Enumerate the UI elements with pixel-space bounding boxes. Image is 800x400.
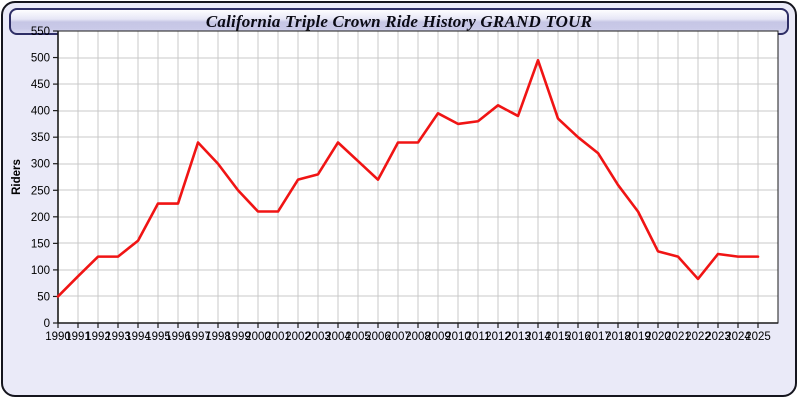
svg-text:2001: 2001: [265, 331, 291, 343]
gridlines: [58, 30, 779, 323]
riders-series-line: [56, 58, 760, 298]
svg-text:1995: 1995: [145, 331, 171, 343]
svg-text:2004: 2004: [325, 331, 351, 343]
svg-text:1992: 1992: [85, 331, 111, 343]
svg-text:2016: 2016: [565, 331, 591, 343]
svg-text:2023: 2023: [705, 331, 731, 343]
y-axis-title: Riders: [11, 159, 23, 195]
svg-text:2009: 2009: [425, 331, 451, 343]
svg-text:250: 250: [31, 185, 50, 197]
svg-text:0: 0: [44, 318, 50, 330]
svg-text:2013: 2013: [505, 331, 531, 343]
svg-text:2024: 2024: [725, 331, 751, 343]
svg-text:500: 500: [31, 53, 50, 65]
svg-text:2003: 2003: [305, 331, 331, 343]
svg-text:400: 400: [31, 106, 50, 118]
svg-text:2007: 2007: [385, 331, 411, 343]
y-axis-tick-labels: 0 50 100 150 200 250 300 350 400 450 500 550: [31, 26, 50, 330]
svg-text:2015: 2015: [545, 331, 571, 343]
svg-text:2022: 2022: [685, 331, 711, 343]
svg-text:1991: 1991: [65, 331, 91, 343]
svg-text:2002: 2002: [285, 331, 311, 343]
svg-text:2010: 2010: [445, 331, 471, 343]
svg-text:2021: 2021: [665, 331, 691, 343]
svg-text:2011: 2011: [466, 331, 491, 343]
svg-text:1998: 1998: [205, 331, 231, 343]
svg-text:2020: 2020: [645, 331, 671, 343]
svg-text:2019: 2019: [625, 331, 651, 343]
svg-text:350: 350: [31, 132, 50, 144]
page-title: California Triple Crown Ride History GRA…: [205, 11, 593, 31]
x-axis-tick-labels: 1990199119921993199419951996199719981999…: [45, 331, 771, 343]
svg-text:1994: 1994: [125, 331, 151, 343]
svg-text:2005: 2005: [345, 331, 371, 343]
svg-text:2000: 2000: [245, 331, 271, 343]
svg-text:200: 200: [31, 212, 50, 224]
ride-history-chart: 0501001502002503003504004505005501990199…: [11, 26, 779, 343]
svg-text:2018: 2018: [605, 331, 631, 343]
svg-text:550: 550: [31, 26, 50, 38]
svg-text:2006: 2006: [365, 331, 391, 343]
svg-text:450: 450: [31, 79, 50, 91]
svg-text:300: 300: [31, 159, 50, 171]
svg-text:2014: 2014: [525, 331, 551, 343]
svg-text:1996: 1996: [165, 331, 191, 343]
svg-text:2025: 2025: [745, 331, 771, 343]
svg-text:150: 150: [31, 238, 50, 250]
svg-text:1990: 1990: [45, 331, 71, 343]
svg-text:2017: 2017: [585, 331, 611, 343]
svg-text:2012: 2012: [485, 331, 511, 343]
svg-text:50: 50: [37, 291, 50, 303]
svg-text:1997: 1997: [185, 331, 211, 343]
svg-text:1999: 1999: [225, 331, 251, 343]
svg-text:1993: 1993: [105, 331, 131, 343]
svg-text:2008: 2008: [405, 331, 431, 343]
tick-marks: [53, 30, 759, 328]
svg-text:100: 100: [31, 265, 50, 277]
